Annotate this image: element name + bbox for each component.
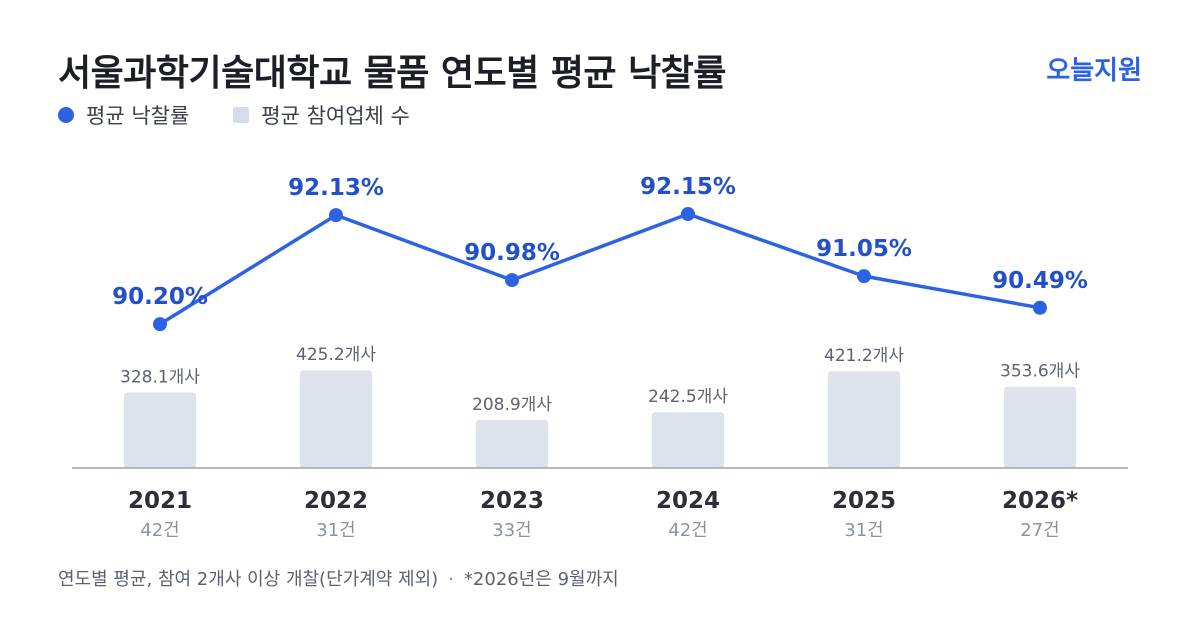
bar-2021 (124, 392, 196, 468)
rate-label-2025: 91.05% (816, 236, 912, 262)
bar-2022 (300, 370, 372, 468)
footnote-main: 연도별 평균, 참여 2개사 이상 개찰(단가계약 제외) (58, 569, 439, 590)
rate-label-2022: 92.13% (288, 175, 384, 201)
x-tick-2025: 2025 (832, 488, 896, 514)
rate-point-2023 (505, 273, 519, 288)
legend-label-bidders: 평균 참여업체 수 (261, 104, 410, 128)
x-tick-2024: 2024 (656, 488, 720, 514)
footnote: 연도별 평균, 참여 2개사 이상 개찰(단가계약 제외) · *2026년은 9월… (58, 565, 619, 591)
count-label-2022: 31건 (316, 520, 355, 541)
bar-label-2024: 242.5개사 (648, 387, 728, 407)
bar-2023 (476, 419, 548, 468)
bar-label-2025: 421.2개사 (824, 346, 904, 366)
footnote-separator: · (448, 569, 454, 590)
legend-item-bidders: 평균 참여업체 수 (233, 100, 410, 130)
x-tick-2021: 2021 (128, 488, 192, 514)
rate-label-2021: 90.20% (112, 284, 208, 310)
brand-logo[interactable]: 오늘지원 (1046, 56, 1142, 86)
bar-2026* (1004, 386, 1076, 468)
rate-point-2025 (857, 269, 871, 284)
bar-2025 (828, 371, 900, 468)
count-label-2023: 33건 (492, 520, 531, 541)
count-label-2026*: 27건 (1020, 520, 1059, 541)
chart-title: 서울과학기술대학교 물품 연도별 평균 낙찰률 (58, 53, 726, 94)
x-tick-2026*: 2026* (1002, 488, 1078, 514)
legend-dot-icon (58, 107, 74, 123)
legend-item-rate: 평균 낙찰률 (58, 100, 189, 130)
rate-label-2024: 92.15% (640, 174, 736, 200)
rate-line (158, 212, 1042, 326)
bar-2024 (652, 412, 724, 468)
count-label-2025: 31건 (844, 520, 883, 541)
legend-square-icon (233, 107, 250, 123)
rate-label-2023: 90.98% (464, 240, 560, 266)
footnote-note: *2026년은 9월까지 (463, 569, 619, 590)
rate-point-2024 (681, 207, 695, 221)
legend: 평균 낙찰률 평균 참여업체 수 (58, 100, 444, 130)
bar-label-2021: 328.1개사 (120, 368, 200, 388)
legend-label-rate: 평균 낙찰률 (86, 104, 190, 128)
bar-label-2026*: 353.6개사 (1000, 362, 1080, 382)
x-tick-2022: 2022 (304, 488, 368, 514)
count-label-2024: 42건 (668, 520, 707, 541)
rate-point-2026* (1033, 300, 1047, 315)
rate-point-2022 (329, 208, 343, 223)
bar-label-2022: 425.2개사 (296, 345, 376, 365)
rate-point-2021 (153, 317, 167, 332)
bar-label-2023: 208.9개사 (472, 395, 552, 415)
count-label-2021: 42건 (140, 520, 179, 541)
x-tick-2023: 2023 (480, 488, 544, 514)
rate-label-2026*: 90.49% (992, 268, 1088, 294)
